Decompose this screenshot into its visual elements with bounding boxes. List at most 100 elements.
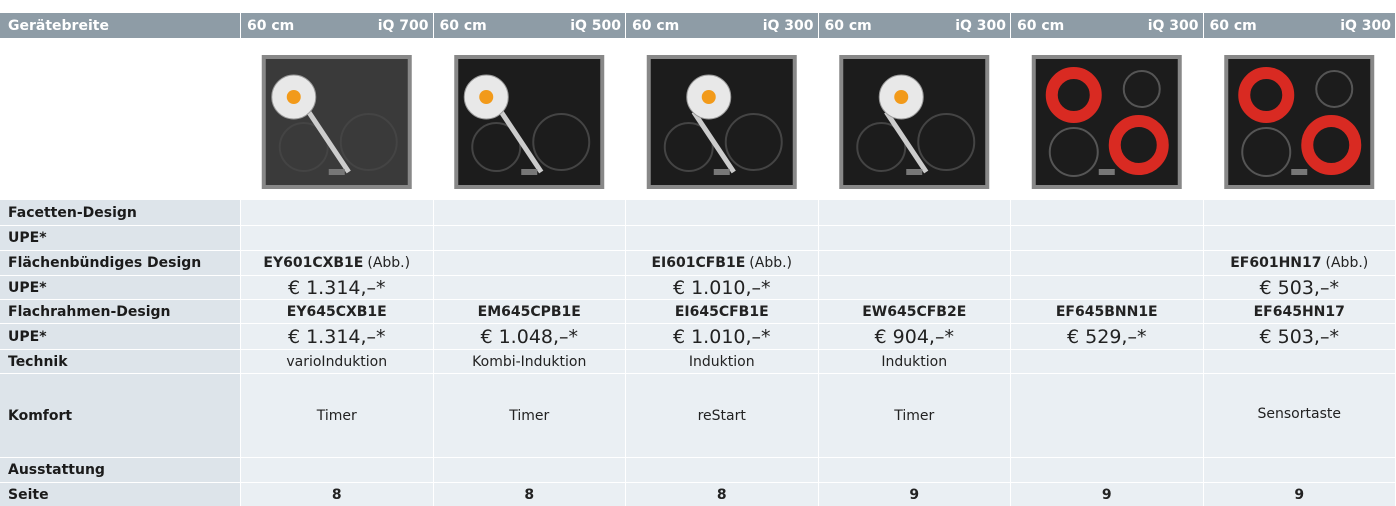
row-label: Technik: [0, 350, 240, 373]
row-label: UPE*: [0, 276, 240, 299]
image-shape: [917, 113, 976, 171]
cell: [241, 200, 433, 225]
cell: EF645HN17: [1203, 300, 1395, 323]
image-shape: [1291, 169, 1308, 175]
cell: [1203, 226, 1395, 250]
image-shape: [339, 113, 398, 171]
image-shape: [1048, 127, 1099, 177]
image-shape: [691, 110, 736, 174]
cell: EY601CXB1E (Abb.): [241, 251, 433, 275]
image-shape: [884, 110, 929, 174]
series: iQ 300: [1340, 17, 1391, 34]
series: iQ 700: [377, 17, 429, 34]
image-shape: [1301, 115, 1362, 175]
cell: 9: [1203, 483, 1395, 506]
cell: [626, 226, 818, 250]
cell: Timer: [433, 374, 625, 457]
image-shape: [663, 122, 714, 172]
cell: [1203, 200, 1395, 225]
image-shape: [286, 90, 301, 104]
cell: [1011, 276, 1203, 299]
width: 60 cm: [247, 17, 295, 34]
cell: 8: [626, 483, 818, 506]
image-shape: [328, 169, 345, 175]
row-label: UPE*: [0, 324, 240, 349]
cell: EF601HN17 (Abb.): [1203, 251, 1395, 275]
cell: Sensortaste: [1203, 374, 1395, 457]
series: iQ 300: [1147, 17, 1199, 34]
cell: [1011, 458, 1203, 482]
image-shape: [701, 90, 716, 104]
cell: EI601CFB1E (Abb.): [626, 251, 818, 275]
cell: [433, 276, 625, 299]
cell: [1011, 200, 1203, 225]
cell: [1011, 251, 1203, 275]
image-shape: [1108, 115, 1169, 175]
cell: Kombi-Induktion: [433, 350, 625, 373]
cell: [818, 226, 1010, 250]
image-shape: [1241, 127, 1292, 177]
cell: € 503,–*: [1203, 276, 1395, 299]
image-shape: [499, 110, 544, 174]
note: (Abb.): [749, 255, 793, 271]
image-shape: [1315, 70, 1354, 108]
header-cell: 60 cm iQ 300: [1011, 13, 1203, 38]
image-shape: [1122, 70, 1161, 108]
cell: Timer: [241, 374, 433, 457]
cell: 9: [1011, 483, 1203, 506]
cell: € 503,–*: [1203, 324, 1395, 349]
cell: [1011, 350, 1203, 373]
row-label: Seite: [0, 483, 240, 506]
cell: [1203, 350, 1395, 373]
header-cell: 60 cm iQ 500: [433, 13, 625, 38]
image-shape: [713, 169, 730, 175]
cell: EI645CFB1E: [626, 300, 818, 323]
model: EI601CFB1E: [651, 255, 746, 271]
cell: Induktion: [818, 350, 1010, 373]
cell: 9: [818, 483, 1010, 506]
width: 60 cm: [1017, 17, 1065, 34]
note: (Abb.): [1325, 255, 1369, 271]
cell: [626, 458, 818, 482]
image-shape: [894, 90, 909, 104]
cell: € 904,–*: [818, 324, 1010, 349]
cell: [433, 226, 625, 250]
cell: [818, 200, 1010, 225]
image-shape: [856, 122, 907, 172]
row-label: Ausstattung: [0, 458, 240, 482]
cell: EY645CXB1E: [241, 300, 433, 323]
cell: [241, 226, 433, 250]
series: iQ 500: [570, 17, 621, 34]
image-shape: [1045, 67, 1102, 123]
cell: [1203, 458, 1395, 482]
width: 60 cm: [824, 17, 872, 34]
image-shape: [532, 113, 591, 171]
cell: varioInduktion: [241, 350, 433, 373]
note: (Abb.): [367, 255, 411, 271]
cell: € 1.010,–*: [626, 276, 818, 299]
header-label: Gerätebreite: [0, 13, 240, 38]
row-label: Komfort: [0, 374, 240, 457]
row-label: UPE*: [0, 226, 240, 250]
cell: Timer: [818, 374, 1010, 457]
image-shape: [471, 122, 522, 172]
image-shape: [1238, 67, 1295, 123]
header-cell: 60 cm iQ 700: [241, 13, 433, 38]
image-shape: [1098, 169, 1115, 175]
cell: reStart: [626, 374, 818, 457]
cell: 8: [433, 483, 625, 506]
image-shape: [521, 169, 538, 175]
cell: € 1.314,–*: [241, 276, 433, 299]
row-label: Flachrahmen-Design: [0, 300, 240, 323]
cell: Induktion: [626, 350, 818, 373]
cell: € 1.048,–*: [433, 324, 625, 349]
image-shape: [278, 122, 329, 172]
cell: [433, 200, 625, 225]
cell: [433, 251, 625, 275]
cell: EW645CFB2E: [818, 300, 1010, 323]
header-cell: 60 cm iQ 300: [1203, 13, 1395, 38]
cell: [818, 458, 1010, 482]
width: 60 cm: [1209, 17, 1257, 34]
header-cell: 60 cm iQ 300: [626, 13, 818, 38]
